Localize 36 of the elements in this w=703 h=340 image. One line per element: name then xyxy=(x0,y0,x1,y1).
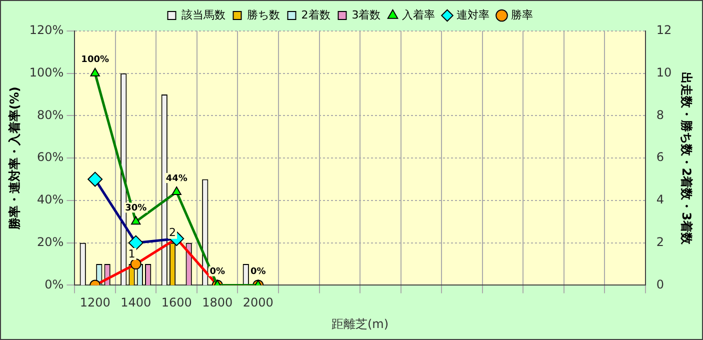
y-axis-title: 勝率・連対率・入着率(%) xyxy=(7,86,22,231)
y2-tick-label: 0 xyxy=(656,277,664,292)
y2-tick-label: 10 xyxy=(656,65,672,80)
x-tick-label: 1600 xyxy=(161,296,192,310)
y-tick-label: 100% xyxy=(29,65,64,80)
data-label: 0% xyxy=(250,267,266,278)
y2-tick-label: 6 xyxy=(656,150,664,164)
x-tick-label: 1400 xyxy=(120,296,152,310)
y-tick-label: 80% xyxy=(37,108,64,122)
legend-label: 該当馬数 xyxy=(181,8,226,22)
x-axis-title: 距離芝(m) xyxy=(331,316,389,331)
y-tick-label: 40% xyxy=(37,192,64,207)
legend-label: 連対率 xyxy=(456,8,490,22)
legend-label: 勝率 xyxy=(511,8,534,22)
data-label: 44% xyxy=(166,174,188,184)
data-label: 1 xyxy=(128,247,136,260)
x-tick-label: 1200 xyxy=(80,296,110,310)
y2-tick-label: 8 xyxy=(656,108,664,122)
y2-axis-title: 出走数・勝ち数・2着数・3着数 xyxy=(680,72,694,246)
y-tick-label: 20% xyxy=(37,234,64,249)
legend-label: 3着数 xyxy=(352,8,381,22)
data-label: 30% xyxy=(125,203,147,214)
legend-label: 勝ち数 xyxy=(246,8,280,22)
y-tick-label: 60% xyxy=(37,150,64,164)
y-tick-label: 120% xyxy=(29,23,64,38)
y2-tick-label: 12 xyxy=(656,23,672,38)
x-tick-label: 1800 xyxy=(202,296,233,310)
data-label: 0% xyxy=(210,267,226,278)
legend-label: 入着率 xyxy=(402,8,436,22)
data-label: 2 xyxy=(169,226,176,240)
x-tick-label: 2000 xyxy=(242,296,274,310)
legend-label: 2着数 xyxy=(301,8,330,22)
y-tick-label: 0% xyxy=(44,277,64,292)
data-label: 100% xyxy=(81,55,109,66)
y2-tick-label: 4 xyxy=(656,192,664,207)
y2-tick-label: 2 xyxy=(656,234,664,249)
